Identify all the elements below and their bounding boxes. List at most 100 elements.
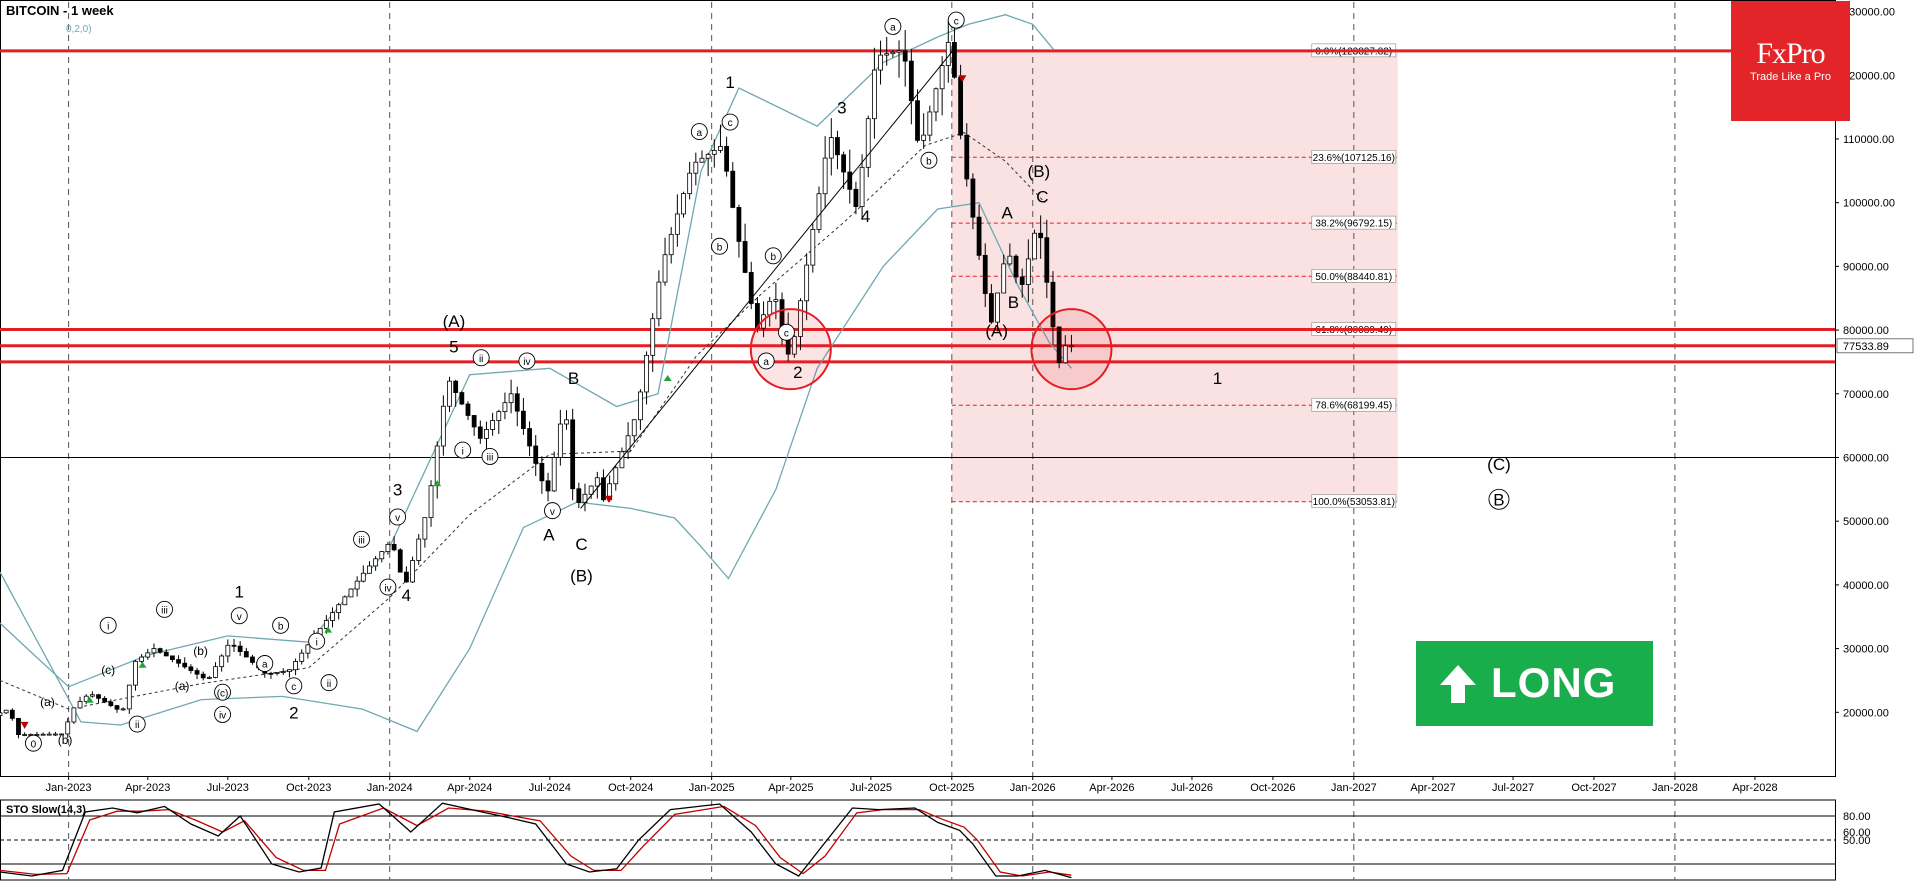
candle-body xyxy=(1038,232,1044,239)
candle-body xyxy=(915,100,920,141)
candle-body xyxy=(748,272,754,304)
candle-body xyxy=(477,426,483,439)
candle-body xyxy=(65,721,71,735)
candle-body xyxy=(674,213,680,235)
candle-body xyxy=(1032,232,1037,260)
wave-label: (B) xyxy=(1028,162,1051,181)
candle-body xyxy=(908,60,914,102)
candle-body xyxy=(773,299,779,302)
x-tick-label: Apr-2025 xyxy=(768,782,813,794)
candle-body xyxy=(1007,255,1013,265)
wave-label-circle xyxy=(454,441,472,459)
wave-label: a xyxy=(763,357,769,368)
wave-label: a xyxy=(262,660,268,671)
wave-label-circle xyxy=(884,18,902,35)
wave-label-circle xyxy=(285,677,303,695)
candle-body xyxy=(176,659,181,664)
logo-name: FxPro xyxy=(1756,37,1825,70)
candle-body xyxy=(859,166,865,207)
candle-body xyxy=(213,666,218,678)
candle-body xyxy=(416,538,422,561)
wave-label: i xyxy=(462,446,464,457)
candle-body xyxy=(982,254,988,294)
main-plot-frame xyxy=(0,0,1836,777)
candle-body xyxy=(157,648,163,653)
candle-body xyxy=(878,54,883,71)
candle-body xyxy=(687,172,693,194)
candle-body xyxy=(527,428,532,447)
candle-body xyxy=(564,419,569,425)
sell-arrow-icon xyxy=(20,721,29,729)
y-tick-label: 100000.00 xyxy=(1843,198,1895,210)
candle-body xyxy=(933,88,939,113)
chart-title: BITCOIN - 1 week xyxy=(6,3,114,18)
candle-body xyxy=(459,392,465,405)
y-tick-label: 40000.00 xyxy=(1843,580,1889,592)
x-tick-label: Apr-2028 xyxy=(1732,782,1777,794)
candle-body xyxy=(342,596,348,606)
candle-body xyxy=(1056,326,1062,364)
stochastic-title: STO Slow(14,3) xyxy=(6,804,86,816)
candle-body xyxy=(133,660,138,686)
candle-body xyxy=(465,403,471,416)
wave-label-circle xyxy=(721,113,739,131)
candle-body xyxy=(724,146,730,172)
candle-body xyxy=(182,662,188,668)
buy-arrow-icon xyxy=(138,661,147,668)
stochastic-d-line xyxy=(0,805,1072,877)
wave-label: 1 xyxy=(235,583,244,602)
candle-body xyxy=(16,717,21,735)
long-signal-button[interactable]: LONG xyxy=(1416,641,1653,726)
stochastic-k-line xyxy=(0,802,1072,879)
candle-body xyxy=(896,50,902,53)
wave-label: A xyxy=(543,525,555,544)
wave-label-circle xyxy=(481,448,499,465)
candle-body xyxy=(490,420,496,430)
candle-body xyxy=(1062,345,1068,364)
candle-body xyxy=(250,656,255,663)
wave-label: iii xyxy=(487,453,494,464)
candle-body xyxy=(200,673,206,679)
candle-body xyxy=(1013,255,1019,278)
wave-label-circle xyxy=(777,323,795,341)
candle-body xyxy=(447,380,452,407)
candle-body xyxy=(939,65,945,90)
y-tick-label: 70000.00 xyxy=(1843,389,1889,401)
candle-body xyxy=(853,188,859,207)
x-tick-label: Apr-2026 xyxy=(1089,782,1134,794)
candle-body xyxy=(367,565,372,574)
candle-body xyxy=(496,411,502,421)
wave-label: c xyxy=(728,118,733,129)
wave-label: (c) xyxy=(101,663,115,677)
candle-body xyxy=(379,551,385,560)
wave-label: b xyxy=(717,242,723,253)
candle-body xyxy=(767,301,773,316)
candle-body xyxy=(53,733,58,736)
candle-body xyxy=(976,216,982,256)
x-tick-label: Jan-2023 xyxy=(46,782,92,794)
candle-body xyxy=(422,517,428,540)
candle-body xyxy=(120,708,126,711)
candle-body xyxy=(711,149,717,155)
wave-label: a xyxy=(697,128,703,139)
buy-arrow-icon xyxy=(663,375,672,382)
wave-label: 3 xyxy=(393,481,402,500)
x-tick-label: Jan-2028 xyxy=(1652,782,1698,794)
candle-body xyxy=(902,50,908,62)
candle-body xyxy=(108,701,114,706)
candle-body xyxy=(102,697,108,703)
candle-body xyxy=(170,655,175,660)
y-tick-label: 130000.00 xyxy=(1843,7,1895,19)
candle-body xyxy=(798,300,803,337)
wave-label-circle xyxy=(128,715,146,733)
wave-label: b xyxy=(770,252,776,263)
candle-body xyxy=(9,709,15,719)
fib-label-box xyxy=(1311,494,1397,509)
wave-label: iv xyxy=(219,711,226,722)
candle-body xyxy=(841,154,847,173)
candle-body xyxy=(231,644,237,647)
wave-label: ii xyxy=(479,354,483,365)
wave-label-circle xyxy=(308,632,326,650)
candle-body xyxy=(83,695,89,702)
wave-label: c xyxy=(291,682,296,693)
